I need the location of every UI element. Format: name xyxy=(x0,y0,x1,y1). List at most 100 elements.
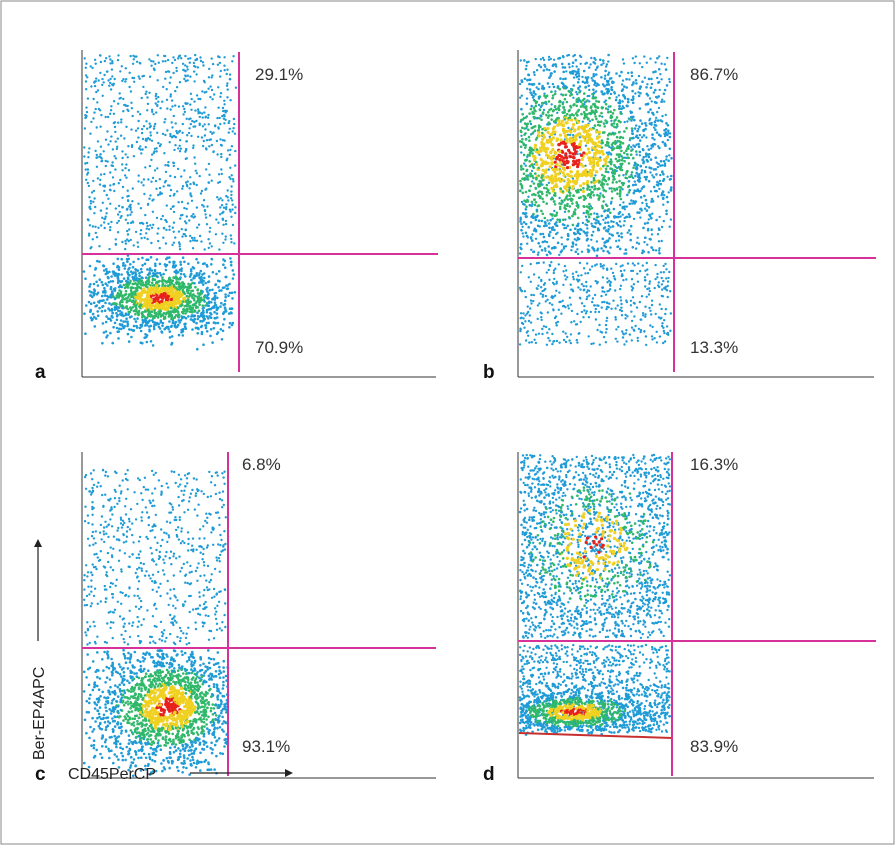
scatter-dot xyxy=(533,73,536,77)
scatter-dot xyxy=(93,197,96,200)
scatter-dot xyxy=(668,178,672,181)
scatter-dot xyxy=(158,262,162,266)
scatter-dot xyxy=(549,72,553,75)
scatter-dot xyxy=(616,304,619,307)
scatter-dot xyxy=(604,143,608,147)
scatter-dot xyxy=(107,79,110,82)
scatter-dot xyxy=(605,316,609,320)
scatter-dot xyxy=(170,315,173,319)
scatter-dot xyxy=(171,105,174,108)
scatter-dot xyxy=(655,341,659,344)
scatter-dot xyxy=(539,146,543,150)
scatter-dot xyxy=(198,234,202,238)
scatter-dot xyxy=(228,77,231,81)
scatter-dot xyxy=(649,57,652,60)
scatter-dot xyxy=(181,62,185,65)
scatter-dot xyxy=(583,309,586,312)
scatter-dot xyxy=(164,77,167,80)
scatter-dot xyxy=(519,242,523,246)
scatter-dot xyxy=(665,84,669,87)
scatter-dot xyxy=(621,58,625,61)
scatter-dot xyxy=(148,269,152,272)
scatter-dot xyxy=(193,310,197,313)
scatter-dot xyxy=(660,283,664,286)
scatter-dot xyxy=(228,326,231,329)
scatter-dot xyxy=(559,138,563,142)
scatter-dot xyxy=(103,189,106,193)
scatter-dot xyxy=(592,88,595,91)
scatter-dot xyxy=(103,217,107,220)
scatter-dot xyxy=(576,341,579,344)
scatter-dot xyxy=(90,120,93,124)
scatter-dot xyxy=(549,151,553,155)
scatter-dot xyxy=(668,78,671,81)
scatter-dot xyxy=(661,140,665,144)
scatter-dot xyxy=(546,219,549,222)
scatter-dot xyxy=(217,198,220,201)
scatter-dot xyxy=(185,183,189,187)
scatter-dot xyxy=(126,199,130,202)
scatter-dot xyxy=(169,132,172,136)
scatter-dot xyxy=(117,182,121,185)
scatter-dot xyxy=(115,296,118,300)
scatter-dot xyxy=(229,257,232,260)
scatter-dot xyxy=(228,73,232,76)
scatter-dot xyxy=(529,172,532,175)
scatter-dot xyxy=(92,200,95,203)
scatter-dot xyxy=(641,65,644,69)
scatter-dot xyxy=(560,119,565,123)
scatter-dot xyxy=(644,124,648,127)
scatter-dot xyxy=(535,148,539,151)
scatter-dot xyxy=(645,204,649,208)
scatter-dot xyxy=(171,61,174,65)
scatter-dot xyxy=(594,187,597,190)
scatter-dot xyxy=(585,285,588,288)
scatter-dot xyxy=(626,153,629,156)
scatter-dot xyxy=(539,311,542,314)
scatter-dot xyxy=(144,213,147,217)
scatter-dot xyxy=(601,83,605,86)
scatter-dot xyxy=(575,278,579,281)
scatter-dot xyxy=(660,239,663,243)
scatter-dot xyxy=(592,160,596,164)
scatter-dot xyxy=(616,192,619,195)
scatter-dot xyxy=(169,297,173,302)
scatter-dot xyxy=(101,83,104,87)
scatter-dot xyxy=(113,189,116,193)
scatter-dot xyxy=(523,176,527,180)
scatter-dot xyxy=(605,79,609,83)
scatter-dot xyxy=(110,68,114,71)
scatter-dot xyxy=(119,96,123,100)
scatter-dot xyxy=(117,268,121,272)
scatter-dot xyxy=(529,107,533,111)
scatter-dot xyxy=(570,309,574,313)
scatter-dot xyxy=(665,277,668,280)
scatter-dot xyxy=(548,339,551,342)
scatter-dot xyxy=(583,117,586,120)
scatter-dot xyxy=(543,282,547,285)
scatter-dot xyxy=(212,305,215,308)
scatter-dot xyxy=(186,202,190,205)
scatter-dot xyxy=(669,218,673,221)
scatter-dot xyxy=(574,180,578,184)
scatter-dot xyxy=(600,247,603,250)
scatter-dot xyxy=(538,82,541,86)
scatter-dot xyxy=(601,131,605,134)
scatter-dot xyxy=(660,276,663,280)
scatter-dot xyxy=(209,95,212,99)
scatter-dot xyxy=(562,77,565,81)
scatter-dot xyxy=(104,138,108,141)
scatter-dot xyxy=(104,301,107,305)
scatter-dot xyxy=(576,224,580,228)
scatter-dot xyxy=(656,110,659,114)
scatter-dot xyxy=(655,189,658,193)
scatter-dot xyxy=(617,174,621,177)
scatter-dot xyxy=(582,230,586,233)
scatter-dot xyxy=(162,236,165,239)
scatter-dot xyxy=(131,200,134,203)
scatter-dot xyxy=(161,276,164,280)
scatter-dot xyxy=(200,324,204,328)
scatter-dot xyxy=(84,66,88,70)
scatter-dot xyxy=(545,194,549,197)
scatter-dot xyxy=(561,102,565,106)
